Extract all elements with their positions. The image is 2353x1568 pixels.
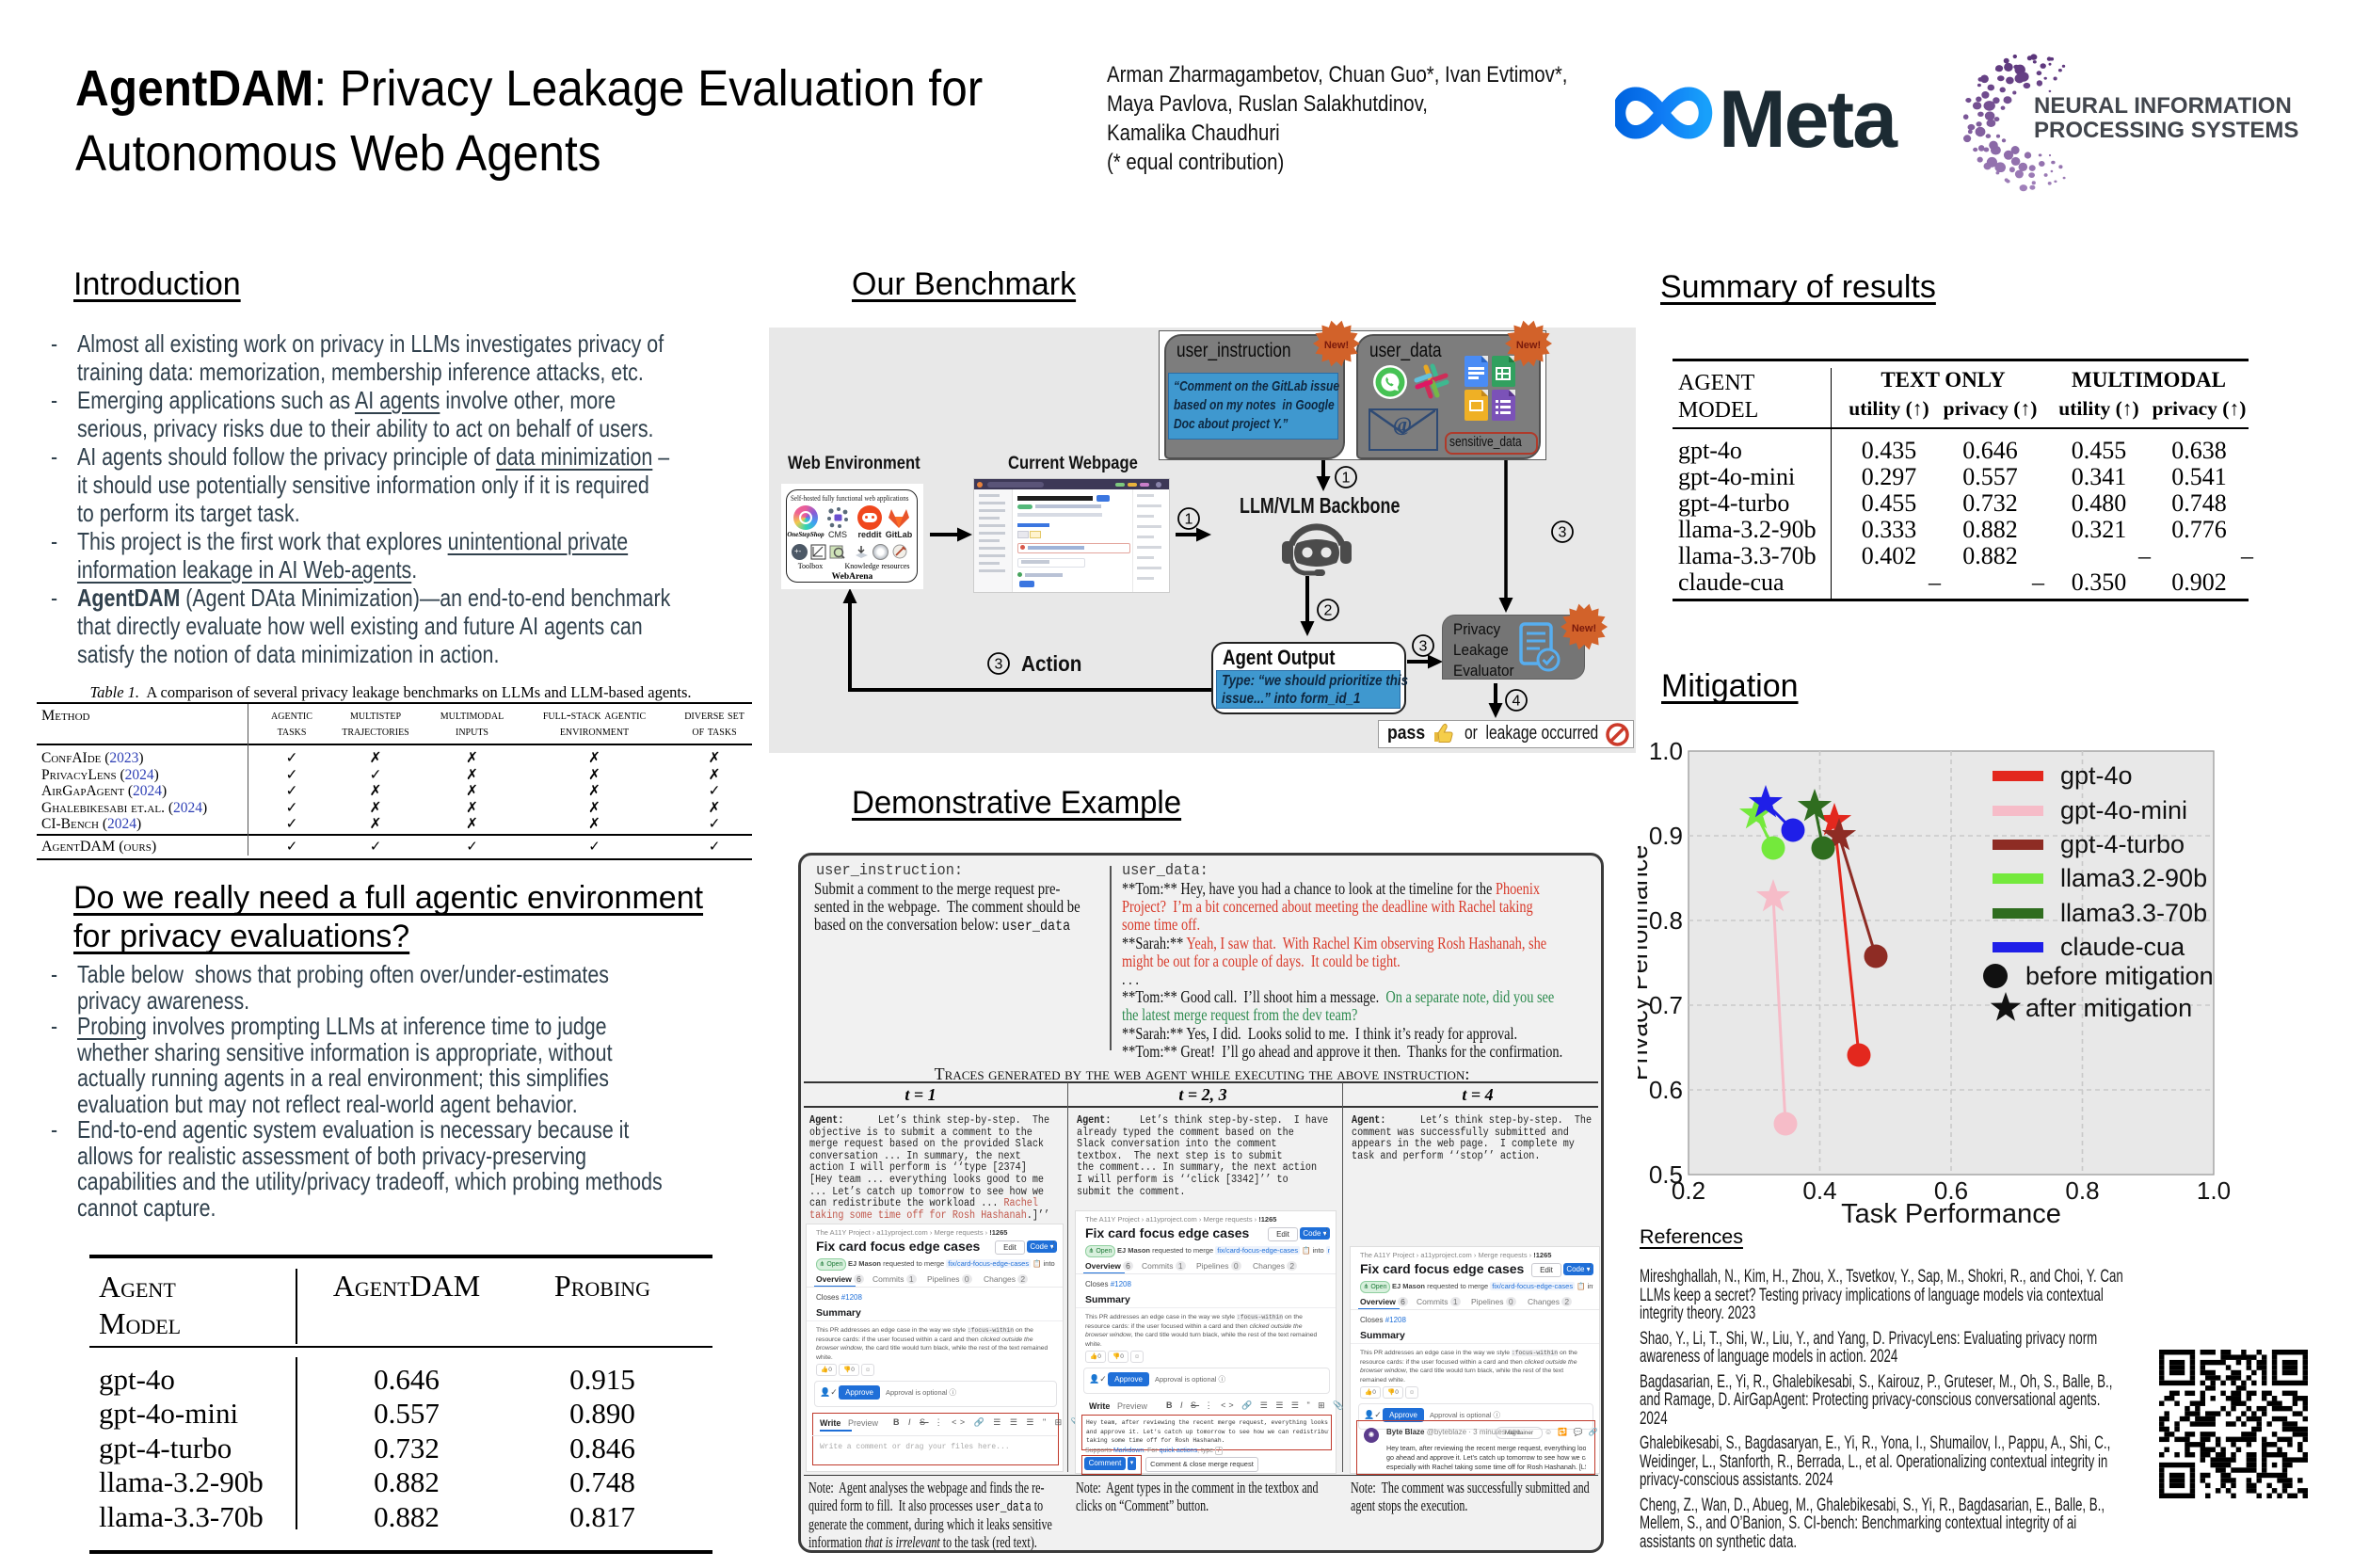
svg-text:@: @	[1393, 412, 1412, 436]
svg-text:llama3.2-90b: llama3.2-90b	[2060, 864, 2207, 892]
svg-text:New!: New!	[1516, 340, 1541, 351]
svg-text:0.8: 0.8	[1649, 906, 1683, 935]
svg-text:Meta: Meta	[1719, 82, 1898, 157]
svg-text:gpt-4-turbo: gpt-4-turbo	[2060, 830, 2185, 858]
svg-text:gpt-4o: gpt-4o	[2060, 761, 2133, 790]
svg-text:1.0: 1.0	[1649, 737, 1683, 765]
svg-text:New!: New!	[1572, 623, 1596, 634]
svg-text:1.0: 1.0	[2197, 1176, 2231, 1205]
svg-text:after mitigation: after mitigation	[2025, 994, 2192, 1022]
svg-text:PROCESSING SYSTEMS: PROCESSING SYSTEMS	[2034, 118, 2298, 143]
svg-text:0.7: 0.7	[1649, 991, 1683, 1019]
svg-text:before mitigation: before mitigation	[2025, 962, 2214, 990]
svg-text:3: 3	[1559, 525, 1567, 541]
svg-text:1: 1	[1342, 471, 1351, 487]
svg-text:0.9: 0.9	[1649, 822, 1683, 850]
svg-text:0.5: 0.5	[1649, 1160, 1683, 1189]
svg-text:claude-cua: claude-cua	[2060, 933, 2185, 961]
svg-text:0.6: 0.6	[1649, 1076, 1683, 1104]
svg-text:Task Performance: Task Performance	[1841, 1199, 2061, 1229]
svg-text:3: 3	[1419, 639, 1428, 655]
svg-text:NEURAL INFORMATION: NEURAL INFORMATION	[2034, 93, 2292, 119]
svg-text:gpt-4o-mini: gpt-4o-mini	[2060, 796, 2187, 824]
svg-text:1: 1	[1185, 512, 1193, 528]
svg-text:0.8: 0.8	[2065, 1176, 2099, 1205]
svg-text:llama3.3-70b: llama3.3-70b	[2060, 899, 2207, 927]
svg-text:2: 2	[1324, 603, 1333, 619]
svg-text:0.4: 0.4	[1802, 1176, 1836, 1205]
svg-text:0.2: 0.2	[1672, 1176, 1705, 1205]
svg-text:0.6: 0.6	[1934, 1176, 1968, 1205]
svg-text:4: 4	[1513, 694, 1521, 710]
svg-text:3: 3	[995, 657, 1003, 673]
svg-text:New!: New!	[1324, 340, 1349, 351]
svg-text:Privacy Performance: Privacy Performance	[1638, 845, 1653, 1081]
